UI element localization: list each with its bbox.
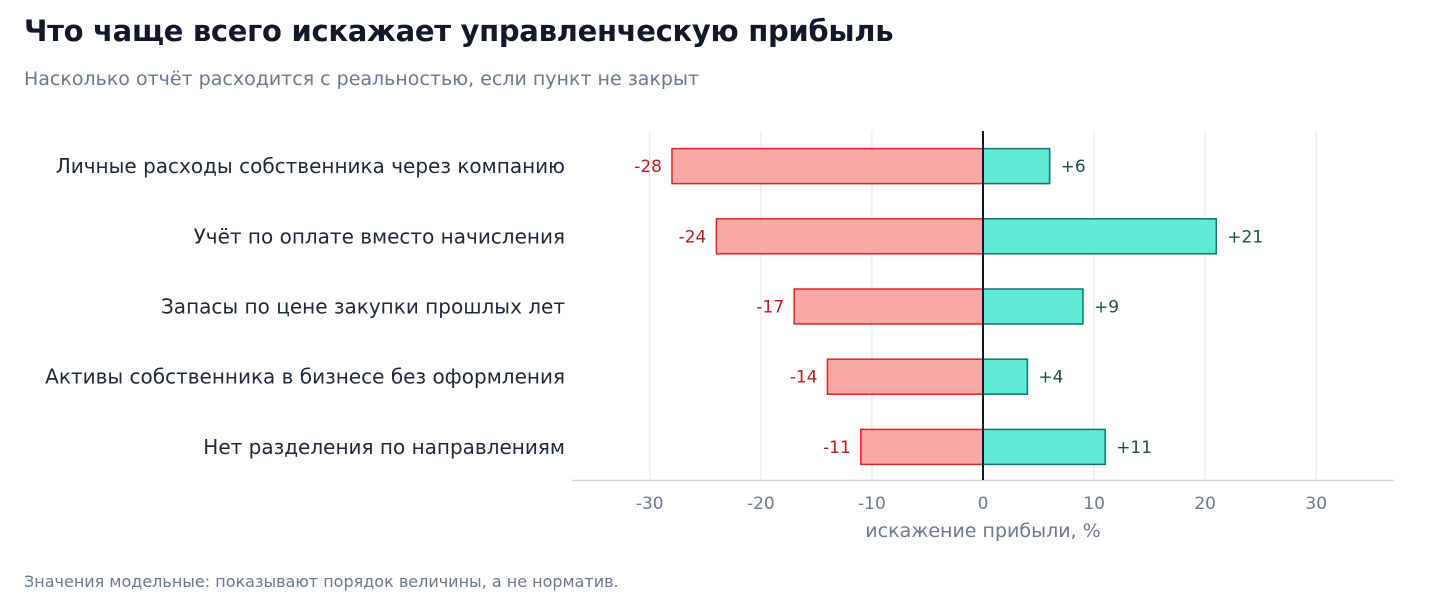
x-tick-label: -30 [636,494,664,514]
positive-value-label: +9 [1094,298,1119,318]
positive-value-label: +21 [1227,227,1263,247]
category-label: Личные расходы собственника через компан… [56,154,565,178]
x-tick-label: 20 [1194,494,1216,514]
category-label: Активы собственника в бизнесе без оформл… [45,365,565,389]
x-tick-label: -10 [858,494,886,514]
category-label: Нет разделения по направлениям [203,435,565,459]
positive-bar [982,218,1218,255]
negative-bar [826,358,984,395]
x-axis-title: искажение прибыли, % [865,520,1100,542]
x-tick-label: 0 [978,494,989,514]
positive-value-label: +6 [1061,157,1086,177]
positive-bar [982,288,1084,325]
negative-bar [715,218,984,255]
positive-bar [982,147,1051,185]
x-tick-label: -20 [747,494,775,514]
chart-title: Что чаще всего искажает управленческую п… [24,14,894,48]
positive-value-label: +11 [1116,438,1152,458]
negative-bar [793,288,984,325]
positive-bar [982,358,1029,395]
x-tick-label: 10 [1083,494,1105,514]
chart-subtitle: Насколько отчёт расходится с реальностью… [24,68,700,90]
category-label: Учёт по оплате вместо начисления [194,224,565,248]
positive-value-label: +4 [1038,368,1063,388]
negative-bar [860,428,984,466]
chart-footnote: Значения модельные: показывают порядок в… [24,572,619,591]
category-label: Запасы по цене закупки прошлых лет [161,295,565,319]
positive-bar [982,428,1106,466]
x-tick-label: 30 [1305,494,1327,514]
negative-value-label: -14 [790,368,818,388]
negative-value-label: -24 [679,227,707,247]
negative-value-label: -28 [634,157,662,177]
negative-value-label: -11 [823,438,851,458]
negative-value-label: -17 [756,298,784,318]
negative-bar [671,147,984,185]
